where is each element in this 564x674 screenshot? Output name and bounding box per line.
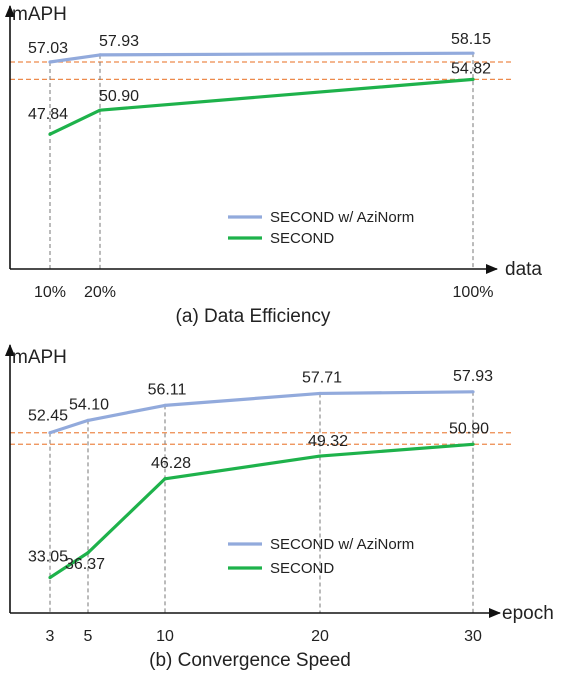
data-point	[163, 477, 167, 481]
x-axis-label: epoch	[502, 603, 554, 624]
data-label: 49.32	[308, 433, 348, 450]
y-axis-label: mAPH	[12, 347, 67, 368]
data-point	[48, 60, 52, 64]
data-label: 54.82	[451, 60, 491, 77]
x-tick-label: 20	[311, 628, 329, 645]
vertical-guides	[49, 391, 474, 613]
data-label: 57.93	[99, 33, 139, 50]
x-tick-label: 30	[464, 628, 482, 645]
legend-label-azinorm: SECOND w/ AziNorm	[270, 209, 414, 226]
reference-lines	[10, 61, 514, 80]
data-point	[318, 454, 322, 458]
x-tick-label: 10%	[34, 284, 66, 301]
data-label: 57.03	[28, 40, 68, 57]
x-tick-label: 3	[46, 628, 55, 645]
data-point	[318, 391, 322, 396]
series-line-second	[49, 442, 474, 579]
data-point	[471, 442, 475, 446]
data-point	[48, 132, 52, 136]
data-point	[86, 418, 90, 422]
data-label: 33.05	[28, 549, 68, 566]
x-tick-labels: 10% 20% 100%	[34, 284, 493, 301]
x-tick-label: 100%	[453, 284, 494, 301]
series-line-azinorm	[49, 51, 474, 64]
y-axis-label: mAPH	[12, 4, 67, 25]
chart-panel-a: mAPH data (a) Data Efficiency 57.03 57.93…	[4, 4, 542, 327]
data-label: 36.37	[65, 556, 105, 573]
x-axis-label: data	[505, 259, 542, 280]
reference-lines	[10, 432, 514, 445]
legend-label-second: SECOND	[270, 230, 334, 247]
chart-title: (a) Data Efficiency	[176, 306, 331, 327]
data-point	[163, 403, 167, 407]
x-tick-label: 5	[84, 628, 93, 645]
data-label: 50.90	[449, 420, 489, 437]
x-tick-labels: 3 5 10 20 30	[46, 628, 482, 645]
data-point	[471, 51, 475, 55]
data-point	[471, 390, 475, 394]
data-label: 57.93	[453, 368, 493, 385]
series-line-azinorm	[49, 390, 474, 435]
data-label: 56.11	[148, 381, 187, 398]
data-point	[48, 575, 52, 580]
legend: SECOND w/ AziNorm SECOND	[228, 536, 414, 577]
data-point	[48, 431, 52, 435]
data-label: 57.71	[302, 369, 342, 386]
legend-label-azinorm: SECOND w/ AziNorm	[270, 536, 414, 553]
data-point	[471, 77, 475, 81]
legend-label-second: SECOND	[270, 560, 334, 577]
data-point	[86, 551, 90, 555]
chart-panel-b: mAPH epoch (b) Convergence Speed 52.4554…	[4, 344, 554, 671]
legend: SECOND w/ AziNorm SECOND	[228, 209, 414, 247]
data-label: 50.90	[99, 88, 139, 105]
x-tick-label: 10	[156, 628, 174, 645]
vertical-guides	[49, 53, 474, 269]
series-layer: 57.03 57.93 58.15 47.84 50.90 54.82	[28, 31, 491, 136]
chart-title: (b) Convergence Speed	[149, 650, 351, 671]
data-label: 46.28	[151, 455, 191, 472]
data-label: 47.84	[28, 106, 68, 123]
data-label: 54.10	[69, 396, 109, 413]
data-point	[98, 53, 102, 57]
data-label: 58.15	[451, 31, 491, 48]
x-tick-label: 20%	[84, 284, 116, 301]
data-label: 52.45	[28, 408, 68, 425]
data-point	[98, 108, 102, 112]
